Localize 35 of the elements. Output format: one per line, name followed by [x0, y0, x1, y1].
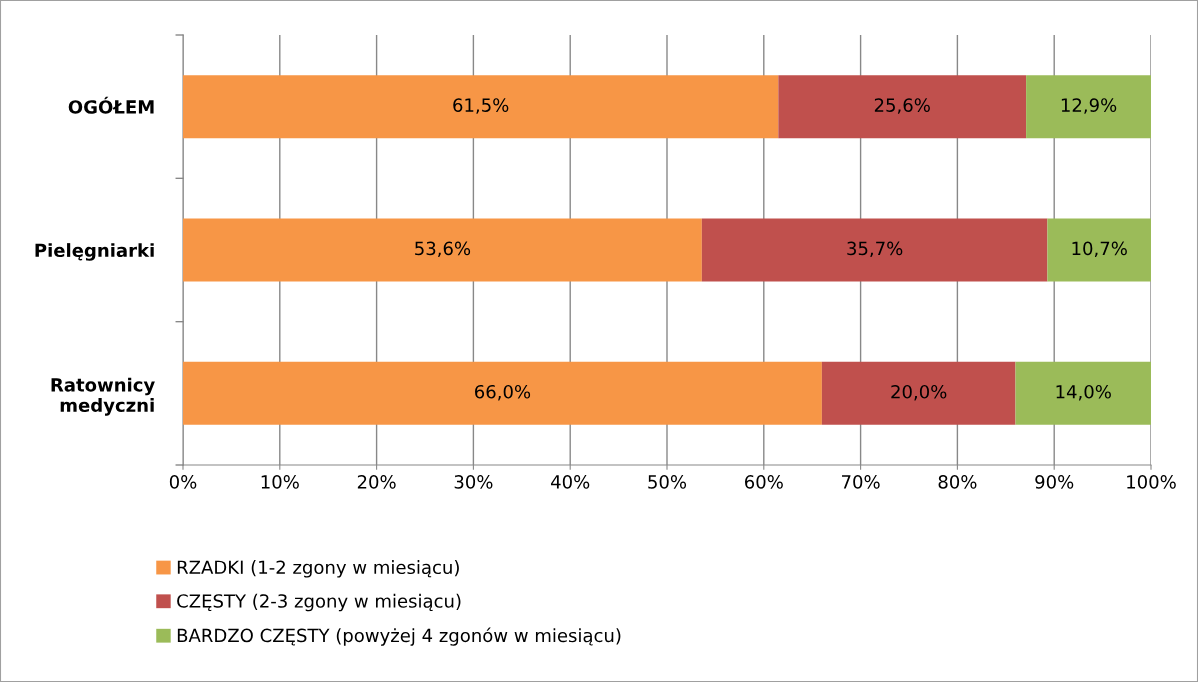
y-tick-label: Pielęgniarki	[35, 243, 154, 261]
data-label: 25,6%	[874, 98, 930, 114]
data-label: 53,6%	[415, 241, 471, 258]
x-tick-label: 40%	[551, 475, 590, 489]
legend-label: RZADKI (1-2 zgony w miesiącu)	[177, 560, 459, 578]
data-label: 35,7%	[847, 241, 903, 258]
x-tick-label: 10%	[261, 475, 299, 489]
x-tick-label: 20%	[357, 475, 396, 489]
data-label: 66,0%	[475, 384, 531, 401]
y-tick-label: OGÓŁEM	[68, 96, 154, 114]
x-tick-label: 80%	[938, 475, 977, 489]
data-label: 12,9%	[1061, 98, 1117, 114]
x-tick-label: 50%	[648, 475, 687, 489]
x-tick-label: 30%	[454, 475, 493, 489]
data-label: 14,0%	[1056, 384, 1111, 401]
bar	[183, 218, 702, 282]
x-tick-label: 70%	[842, 475, 880, 489]
x-tick-label: 90%	[1035, 475, 1074, 489]
y-tick-label: Ratownicy medyczni	[51, 377, 155, 416]
data-label: 61,5%	[453, 98, 509, 114]
data-label: 20,0%	[891, 384, 947, 401]
bar	[183, 361, 822, 425]
x-tick-label: 0%	[169, 475, 197, 489]
data-label: 10,7%	[1072, 241, 1127, 258]
legend-label: BARDZO CZĘSTY (powyżej 4 zgonów w miesiącu)	[177, 627, 621, 646]
legend-label: CZĘSTY (2-3 zgony w miesiącu)	[177, 593, 461, 612]
x-tick-label: 60%	[745, 475, 783, 489]
bar	[1015, 361, 1151, 425]
bar	[701, 218, 1048, 282]
bar	[1047, 218, 1151, 282]
x-tick-label: 100%	[1127, 475, 1176, 489]
bar	[183, 75, 779, 139]
bar	[1026, 75, 1151, 139]
bar	[778, 75, 1027, 139]
bar	[821, 361, 1016, 425]
